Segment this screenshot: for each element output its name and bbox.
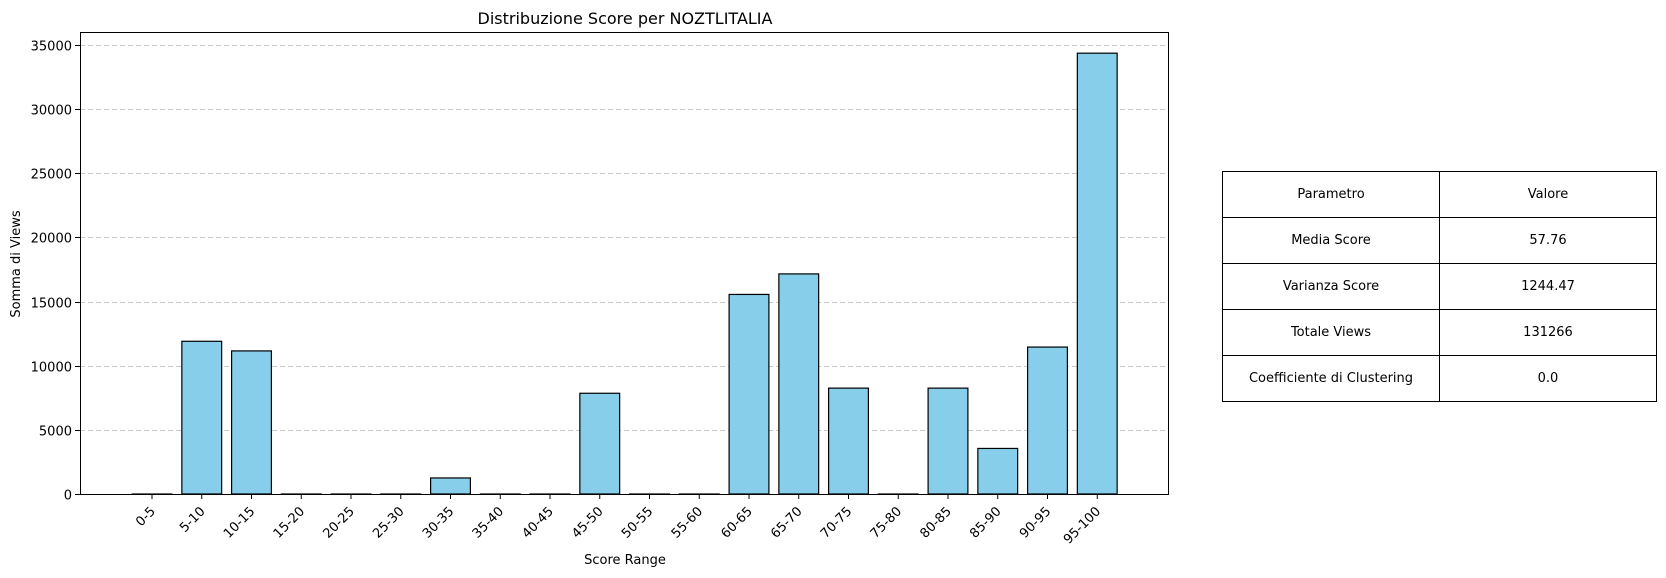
stats-table: Parametro Valore Media Score 57.76 Varia… bbox=[1222, 171, 1657, 402]
bar bbox=[728, 293, 770, 495]
table-cell-value: 131266 bbox=[1439, 309, 1657, 356]
gridlines bbox=[80, 45, 1168, 431]
table-cell-param: Coefficiente di Clustering bbox=[1222, 355, 1440, 402]
y-tick-label: 0 bbox=[64, 489, 72, 504]
y-tick-label: 10000 bbox=[31, 361, 72, 376]
table-header-cell: Parametro bbox=[1222, 171, 1440, 218]
y-tick-label: 25000 bbox=[31, 168, 72, 183]
x-tick-label: 65-70 bbox=[768, 504, 805, 541]
table-row: Totale Views 131266 bbox=[1222, 309, 1657, 356]
table-cell-param: Totale Views bbox=[1222, 309, 1440, 356]
x-tick-label: 35-40 bbox=[470, 504, 507, 541]
x-tick-label: 20-25 bbox=[321, 504, 358, 541]
x-tick-label: 85-90 bbox=[967, 504, 1004, 541]
chart-title: Distribuzione Score per NOZTLITALIA bbox=[478, 9, 773, 28]
x-tick-label: 80-85 bbox=[918, 504, 955, 541]
bar bbox=[231, 350, 273, 495]
x-tick-label: 75-80 bbox=[868, 504, 905, 541]
x-tick-label: 25-30 bbox=[370, 504, 407, 541]
table-cell-param: Media Score bbox=[1222, 217, 1440, 264]
bar bbox=[181, 340, 223, 495]
x-tick-label: 0-5 bbox=[133, 504, 159, 530]
x-tick-label: 10-15 bbox=[221, 504, 258, 541]
y-tick-label: 30000 bbox=[31, 104, 72, 119]
y-tick-label: 35000 bbox=[31, 40, 72, 55]
x-tick-label: 5-10 bbox=[177, 504, 208, 535]
bar bbox=[1026, 346, 1068, 495]
table-row: Varianza Score 1244.47 bbox=[1222, 263, 1657, 310]
table-cell-value: 0.0 bbox=[1439, 355, 1657, 402]
x-axis-label: Score Range bbox=[584, 553, 666, 568]
plot-frame bbox=[80, 32, 1169, 495]
y-tick-label: 20000 bbox=[31, 232, 72, 247]
x-tick-label: 45-50 bbox=[569, 504, 606, 541]
y-axis: 0 5000 10000 15000 20000 25000 30000 35000 bbox=[31, 40, 80, 504]
x-tick-label: 40-45 bbox=[520, 504, 557, 541]
x-axis: 0-5 5-10 10-15 15-20 20-25 25-30 30-35 35-40 40-… bbox=[133, 494, 1104, 547]
table-cell-param: Varianza Score bbox=[1222, 263, 1440, 310]
bar bbox=[827, 387, 869, 495]
table-row: Media Score 57.76 bbox=[1222, 217, 1657, 264]
table-row: Coefficiente di Clustering 0.0 bbox=[1222, 355, 1657, 402]
bar bbox=[927, 387, 969, 495]
bar bbox=[430, 477, 472, 495]
bar bbox=[579, 392, 621, 495]
table-cell-value: 57.76 bbox=[1439, 217, 1657, 264]
x-tick-label: 55-60 bbox=[669, 504, 706, 541]
x-tick-label: 30-35 bbox=[420, 504, 457, 541]
y-axis-label: Somma di Views bbox=[9, 210, 24, 317]
bars bbox=[131, 52, 1118, 495]
table-header-cell: Valore bbox=[1439, 171, 1657, 218]
x-tick-label: 15-20 bbox=[271, 504, 308, 541]
table-header-row: Parametro Valore bbox=[1222, 171, 1657, 218]
bar bbox=[1076, 52, 1118, 495]
table-cell-value: 1244.47 bbox=[1439, 263, 1657, 310]
bar bbox=[977, 447, 1019, 495]
x-tick-label: 95-100 bbox=[1061, 504, 1104, 547]
y-tick-label: 5000 bbox=[39, 425, 72, 440]
bar bbox=[778, 273, 820, 495]
x-tick-label: 60-65 bbox=[719, 504, 756, 541]
y-tick-label: 15000 bbox=[31, 297, 72, 312]
x-tick-label: 70-75 bbox=[818, 504, 855, 541]
x-tick-label: 50-55 bbox=[619, 504, 656, 541]
x-tick-label: 90-95 bbox=[1017, 504, 1054, 541]
